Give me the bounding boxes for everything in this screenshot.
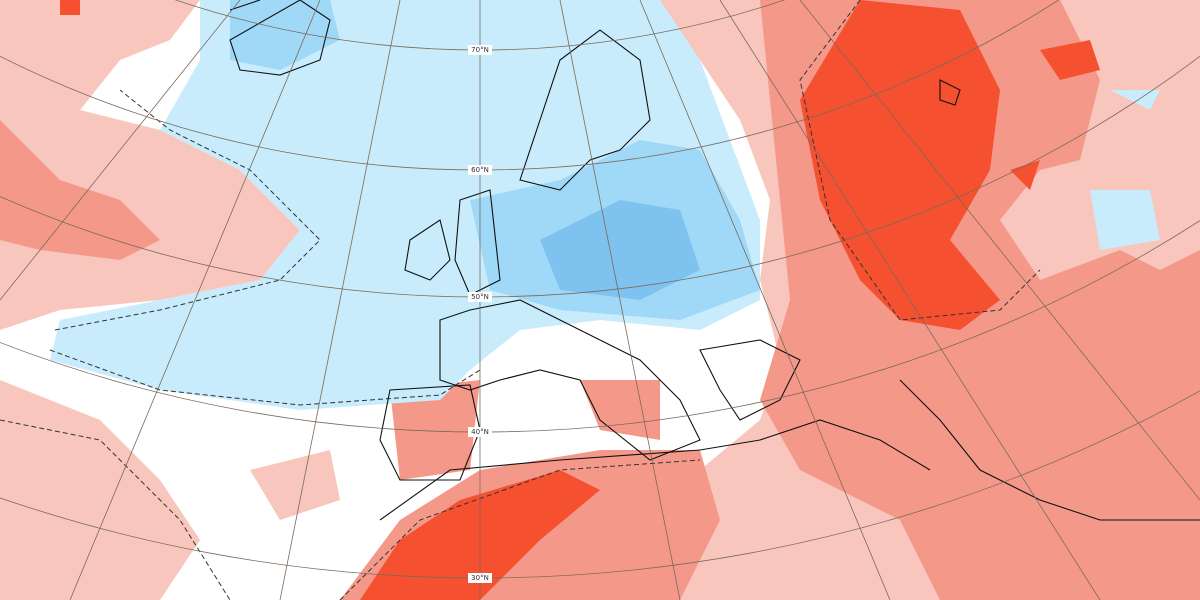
cold-shading [50, 0, 1160, 410]
latitude-label: 30°N [471, 574, 489, 582]
coastlines [229, 0, 1200, 521]
latitude-label: 40°N [471, 428, 489, 436]
latitude-label: 60°N [471, 166, 489, 174]
anomaly-contours [0, 0, 1041, 600]
latitude-label: 50°N [471, 293, 489, 301]
latitude-labels: 70°N 60°N 50°N 40°N 30°N [468, 45, 492, 583]
latitude-label: 70°N [471, 46, 489, 54]
